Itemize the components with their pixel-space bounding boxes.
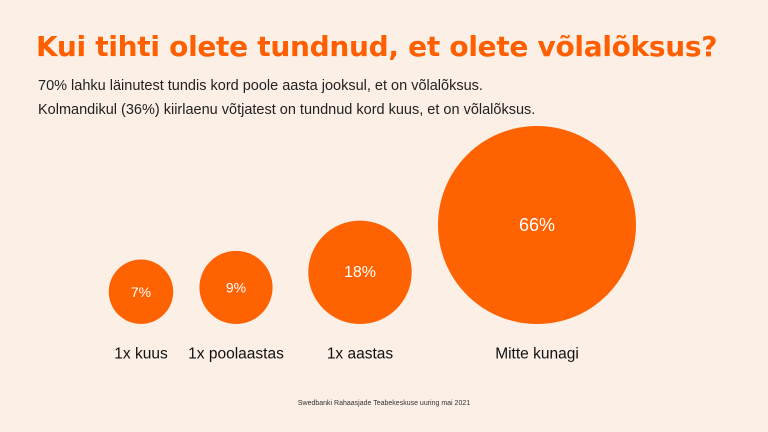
value-label-3: 18% (344, 264, 376, 281)
category-label-4: Mitte kunagi (495, 346, 579, 363)
subtitle-line-2: Kolmandikul (36%) kiirlaenu võtjatest on… (38, 102, 536, 118)
category-label-2: 1x poolaastas (188, 346, 284, 363)
value-label-1: 7% (131, 284, 151, 300)
value-label-4: 66% (519, 215, 555, 235)
bubble-1 (108, 259, 174, 324)
source-note: Swedbanki Rahaasjade Teabekeskuse uuring… (297, 400, 471, 407)
bubble-2 (199, 250, 273, 324)
subtitle-line-1: 70% lahku läinutest tundis kord poole aa… (38, 78, 483, 94)
value-label-2: 9% (226, 279, 246, 295)
category-label-3: 1x aastas (327, 346, 394, 363)
bubble-4 (438, 126, 636, 324)
bubble-3 (308, 220, 412, 324)
page-title: Kui tihti olete tundnud, et olete võlalõ… (36, 30, 718, 63)
category-label-1: 1x kuus (114, 346, 168, 363)
